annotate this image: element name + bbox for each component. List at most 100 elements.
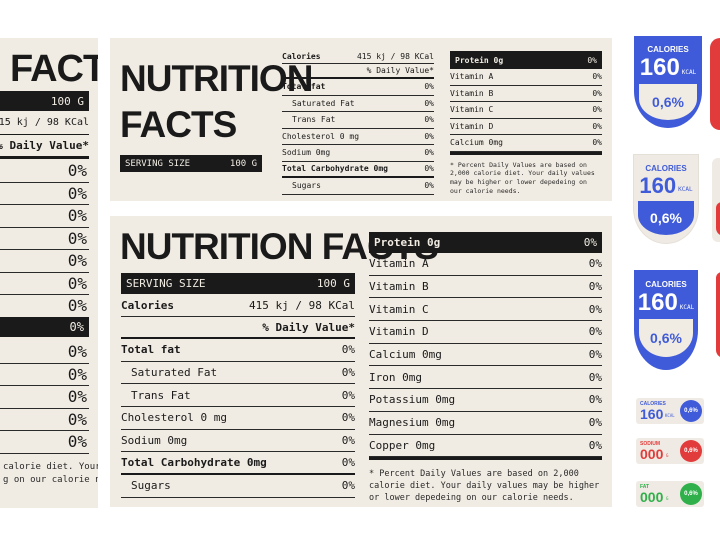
pill-label: SODIUM [640, 441, 660, 447]
vitamin-row-value: 0% [588, 370, 602, 384]
nutrient-row-value: 0% [424, 98, 434, 108]
nutrient-row: Cholesterol 0 mg 0% [121, 407, 355, 430]
vitamin-row-label: Vitamin C [450, 105, 494, 115]
nutrient-values-partial: 0% 0% 0% 0% 0% 0% 0% [0, 160, 89, 318]
badge-calories-value: 160 [637, 289, 678, 316]
nutrient-row-label: Total Carbohydrate 0mg [282, 164, 388, 174]
vitamin-row: Calcium 0mg 0% [450, 135, 602, 152]
vitamin-row-value: 0% [67, 364, 87, 384]
vitamin-row-value: 0% [588, 393, 602, 407]
vitamin-row: 0% [0, 364, 89, 386]
nutrient-row-value: 0% [341, 456, 355, 470]
badge-calories-unit: KCAL [678, 186, 693, 193]
nutrient-row-value: 0% [424, 148, 434, 158]
calories-pill: CALORIES 160 KCAL 0,6% [636, 398, 704, 424]
pill-value: 160 [640, 406, 664, 422]
pill-percent: 0,6% [684, 491, 698, 497]
nutrient-row-label: Sugars [131, 479, 171, 493]
nutrient-row-value: 0% [424, 131, 434, 141]
pill-value: 000 [640, 489, 664, 505]
vitamin-row-label: Vitamin A [450, 72, 494, 82]
vitamin-row-value: 0% [592, 72, 602, 82]
pill-unit: G [666, 496, 669, 501]
red-badge-partial [710, 38, 720, 130]
footnote: * Percent Daily Values are based on 2,00… [369, 469, 600, 503]
nutrient-row-value: 0% [67, 206, 87, 226]
nutrient-row-label: Cholesterol 0 mg [282, 131, 360, 141]
vitamin-row-value: 0% [592, 105, 602, 115]
nutrient-row-value: 0% [424, 115, 434, 125]
badge-calories-unit: KCAL [679, 304, 695, 311]
serving-size-bar: SERVING SIZE 100 G [121, 273, 355, 294]
vitamin-row-label: Vitamin A [369, 257, 429, 271]
vitamin-row-value: 0% [592, 121, 602, 131]
nutrient-row-value: 0% [341, 388, 355, 402]
nutrient-row-label: Sodium 0mg [121, 434, 188, 448]
nutrient-row-value: 0% [424, 181, 434, 191]
badge-percent: 0,6% [652, 94, 684, 110]
nutrition-label-large: NUTRITION FACTS SERVING SIZE 100 G Calor… [110, 216, 612, 507]
vitamin-row: Vitamin A 0% [369, 253, 602, 276]
nutrient-row: Cholesterol 0 mg 0% [282, 129, 434, 145]
vitamin-row: Iron 0mg 0% [369, 366, 602, 390]
nutrient-row-value: 0% [67, 161, 87, 181]
badge-percent: 0,6% [650, 210, 682, 226]
vitamin-row: Vitamin A 0% [450, 69, 602, 86]
calories-label: Calories [121, 299, 174, 312]
nutrient-row-label: Total Carbohydrate 0mg [121, 456, 267, 470]
nutrient-row: Sodium 0mg 0% [282, 145, 434, 162]
serving-size-label: SERVING SIZE [125, 158, 191, 169]
nutrient-row: Trans Fat 0% [282, 112, 434, 129]
pill-label: FAT [640, 484, 650, 490]
nutrient-row-value: 0% [341, 411, 355, 425]
daily-value-header: % Daily Value* [366, 66, 434, 75]
badge-calories-label: CALORIES [647, 45, 689, 54]
nutrient-row: Saturated Fat 0% [282, 96, 434, 112]
nutrient-row: 0% [0, 295, 89, 318]
serving-size-value: 100 G [229, 158, 257, 169]
nutrient-row-value: 0% [341, 434, 355, 448]
vitamin-row: Potassium 0mg 0% [369, 389, 602, 412]
sodium-pill: SODIUM 000 G 0,6% [636, 438, 704, 464]
nutrient-row-value: 0% [341, 479, 355, 493]
nutrient-row-label: Trans Fat [292, 115, 336, 125]
vitamin-row: Calcium 0mg 0% [369, 344, 602, 367]
vitamin-row-label: Vitamin B [450, 88, 494, 98]
nutrient-row: Total fat 0% [282, 79, 434, 96]
vitamin-row-label: Vitamin D [450, 121, 494, 131]
serving-size-value: 100 G [316, 277, 350, 290]
nutrient-row: 0% [0, 250, 89, 273]
nutrient-row-label: Cholesterol 0 mg [121, 411, 227, 425]
nutrient-row: 0% [0, 228, 89, 250]
label-title-line-2: FACTS [120, 104, 237, 145]
vitamin-row-value: 0% [588, 257, 602, 271]
protein-label: Protein 0g [455, 55, 504, 65]
calories-badge-medium: CALORIES 160 KCAL 0,6% [633, 154, 699, 244]
nutrient-row: Sodium 0mg 0% [121, 430, 355, 453]
nutrient-row: Sugars 0% [121, 475, 355, 498]
vitamin-row-label: Potassium 0mg [369, 393, 456, 407]
badge-calories-unit: KCAL [681, 69, 697, 76]
serving-size-value: 100 G [50, 94, 84, 108]
nutrient-row: 0% [0, 205, 89, 228]
vitamin-row: Vitamin B 0% [369, 276, 602, 299]
nutrient-row: 0% [0, 160, 89, 183]
vitamin-row: Vitamin D 0% [369, 321, 602, 344]
vitamin-row: Magnesium 0mg 0% [369, 412, 602, 435]
vitamin-row-label: Iron 0mg [369, 370, 422, 384]
vitamin-row-value: 0% [588, 325, 602, 339]
vitamin-row: Vitamin B 0% [450, 86, 602, 102]
nutrient-row-label: Saturated Fat [131, 366, 218, 380]
nutrient-row-label: Total fat [282, 82, 326, 92]
calories-value: 415 kj / 98 KCal [249, 299, 355, 312]
calories-badge-outline: CALORIES 160 KCAL 0,6% [634, 270, 698, 370]
calories-label: Calories [282, 52, 321, 61]
protein-bar: Protein 0g 0% [450, 51, 602, 69]
nutrient-row: Total Carbohydrate 0mg 0% [282, 162, 434, 178]
label-title: FACTS [10, 48, 98, 90]
badge-percent: 0,6% [650, 330, 682, 346]
vitamin-row-label: Vitamin B [369, 280, 429, 294]
serving-size-label: SERVING SIZE [126, 277, 206, 290]
pill-label: CALORIES [640, 401, 666, 407]
nutrient-column: Calories 415 kj / 98 KCal % Daily Value* … [282, 50, 434, 195]
